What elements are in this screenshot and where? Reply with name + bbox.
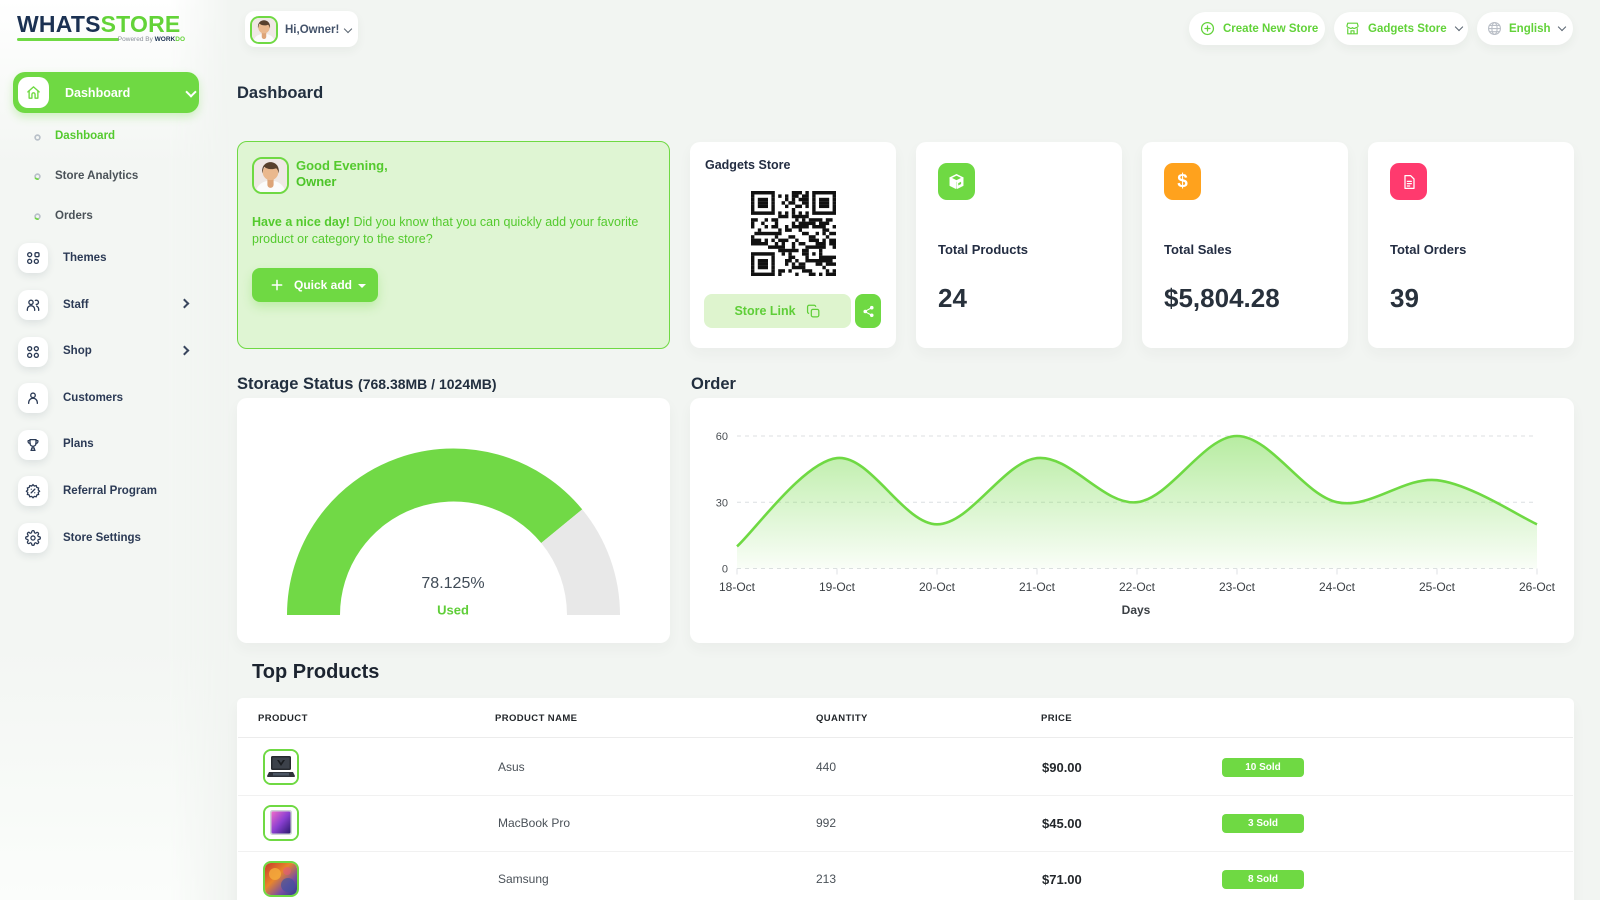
- svg-text:24-Oct: 24-Oct: [1319, 580, 1356, 594]
- svg-text:20-Oct: 20-Oct: [919, 580, 956, 594]
- svg-text:18-Oct: 18-Oct: [719, 580, 756, 594]
- svg-text:23-Oct: 23-Oct: [1219, 580, 1256, 594]
- svg-text:30: 30: [716, 497, 728, 509]
- svg-text:78.125%: 78.125%: [421, 575, 484, 592]
- svg-text:Days: Days: [1122, 603, 1151, 617]
- svg-text:22-Oct: 22-Oct: [1119, 580, 1156, 594]
- svg-text:60: 60: [716, 431, 728, 443]
- svg-text:26-Oct: 26-Oct: [1519, 580, 1556, 594]
- svg-text:21-Oct: 21-Oct: [1019, 580, 1056, 594]
- svg-text:0: 0: [722, 564, 728, 576]
- svg-text:Used: Used: [437, 603, 469, 618]
- svg-text:19-Oct: 19-Oct: [819, 580, 856, 594]
- svg-text:25-Oct: 25-Oct: [1419, 580, 1456, 594]
